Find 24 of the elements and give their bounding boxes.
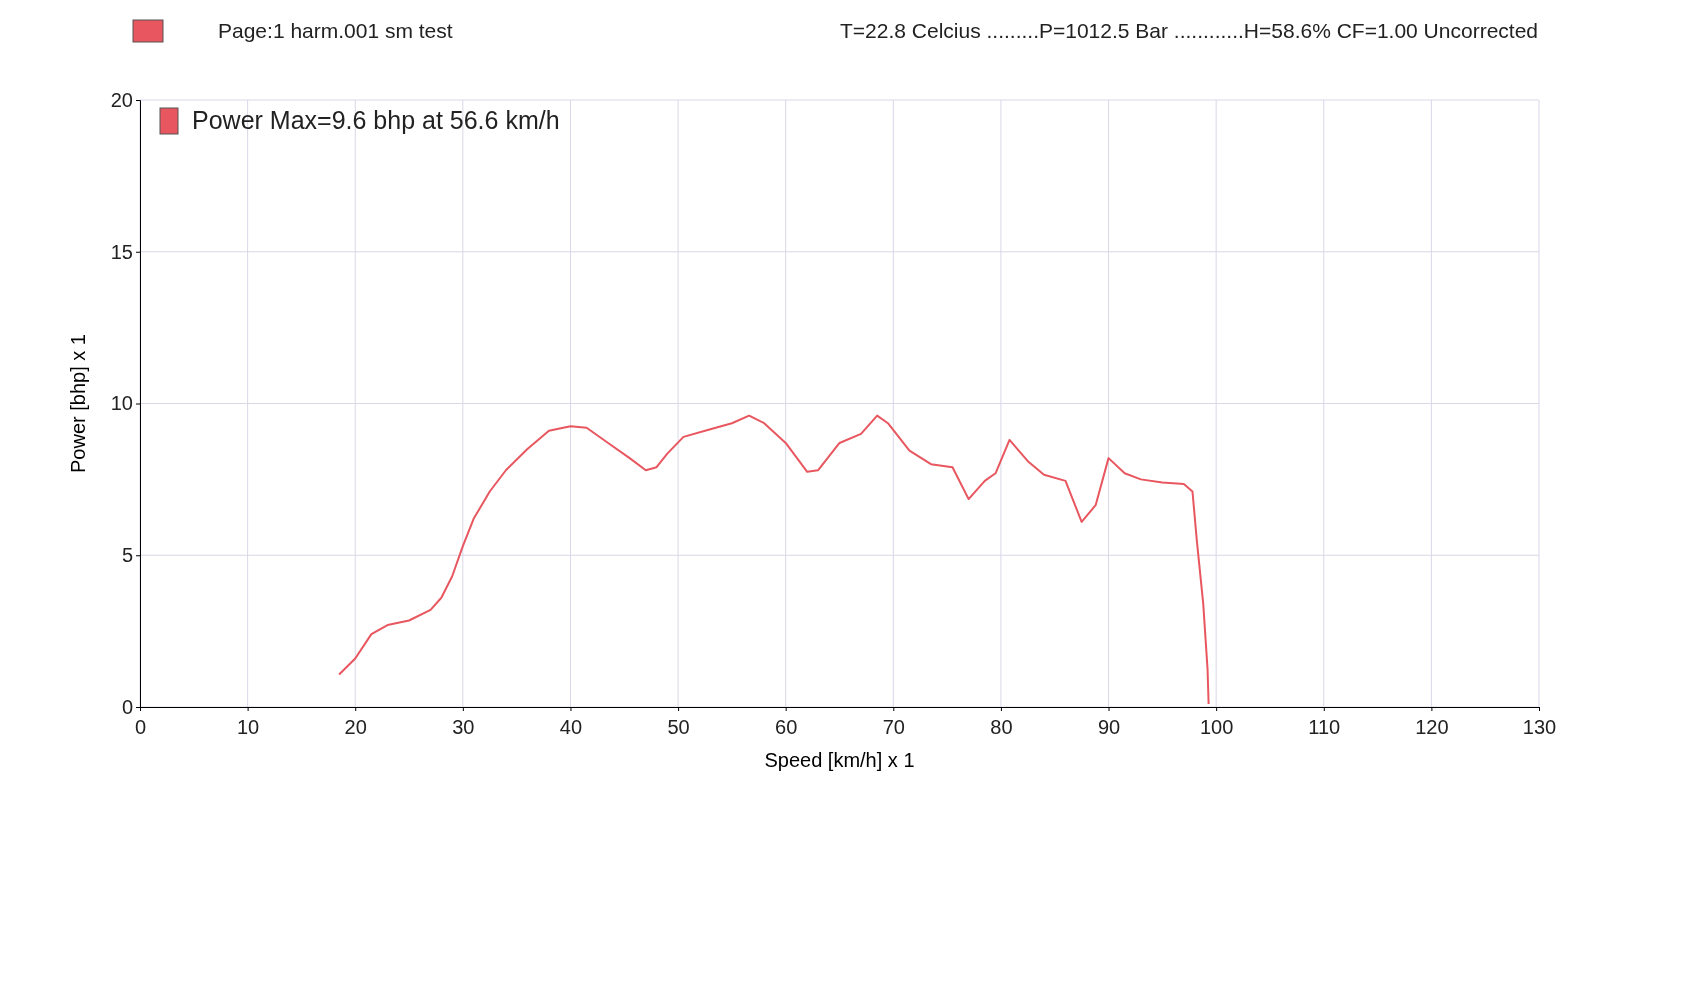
- x-tick-label: 80: [990, 716, 1013, 738]
- x-axis-title: Speed [km/h] x 1: [764, 749, 915, 771]
- legend-label: Power Max=9.6 bhp at 56.6 km/h: [192, 106, 560, 134]
- x-tick-label: 20: [344, 716, 367, 738]
- x-tick-label: 120: [1415, 716, 1449, 738]
- x-tick-label: 50: [667, 716, 690, 738]
- y-tick-label: 15: [110, 240, 133, 263]
- x-tick-label: 100: [1199, 716, 1234, 738]
- y-axis-title: Power [bhp] x 1: [67, 334, 89, 473]
- x-tick-label: 70: [882, 716, 905, 738]
- line-series: [338, 414, 1210, 705]
- y-tick-label: 10: [110, 392, 133, 415]
- x-tick-label: 130: [1522, 716, 1557, 738]
- x-tick-label: 10: [236, 716, 260, 738]
- x-tick-label: 40: [559, 716, 583, 738]
- x-tick-label: 60: [775, 716, 798, 738]
- x-tick-label: 90: [1097, 716, 1121, 738]
- y-tick-label: 5: [121, 544, 133, 567]
- x-tick-label: 30: [452, 716, 475, 738]
- text: Page:1 harm.001 sm test: [218, 19, 453, 42]
- y-tick-label: 0: [121, 695, 133, 718]
- y-tick-label: 20: [110, 88, 133, 111]
- x-tick-label: 110: [1308, 716, 1341, 738]
- text: T=22.8 Celcius .........P=1012.5 Bar ............H=58.6% CF=1.00 Uncorrected: [839, 19, 1538, 42]
